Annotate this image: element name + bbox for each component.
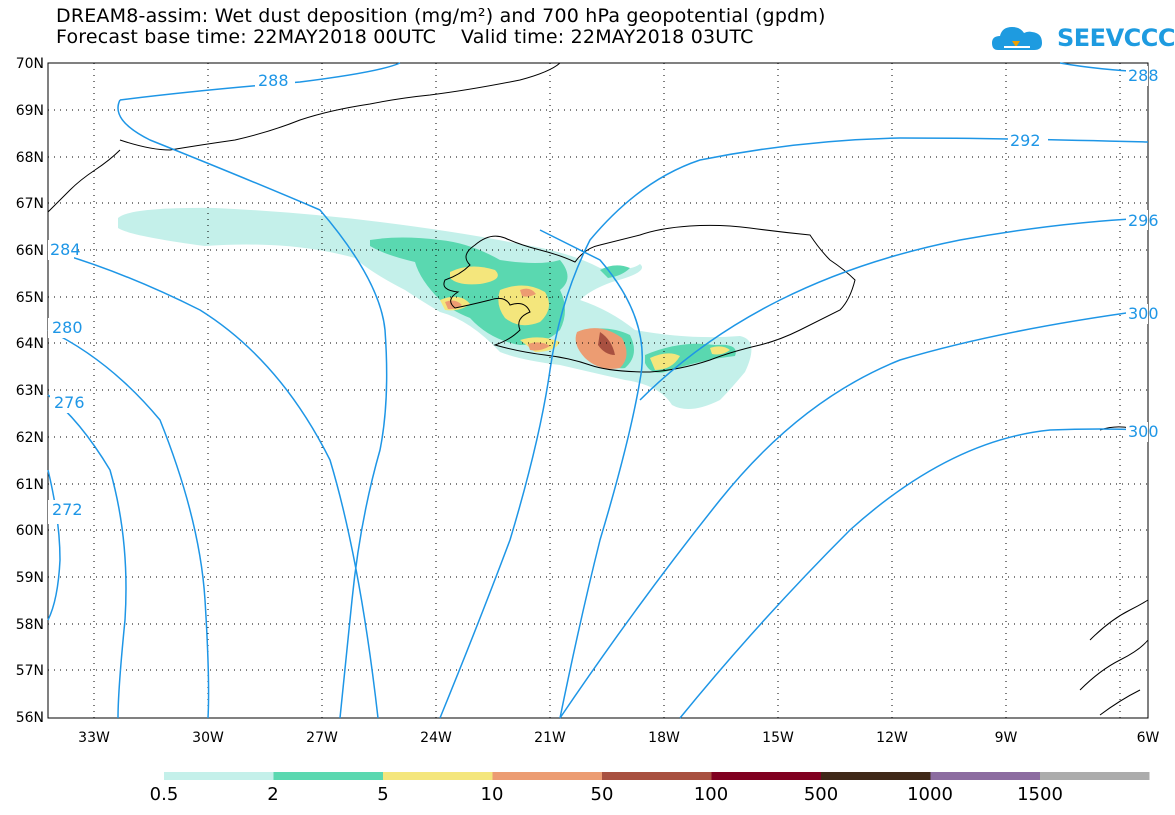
lon-label: 18W (648, 730, 680, 746)
contour-label: 272 (52, 500, 83, 519)
colorbar-label: 500 (803, 784, 839, 805)
lon-labels: 33W 30W 27W 24W 21W 18W 15W 12W 9W 6W (78, 730, 1159, 746)
lat-label: 68N (16, 150, 44, 166)
colorbar-swatch (164, 772, 274, 780)
lat-label: 60N (16, 523, 44, 539)
colorbar-swatch (492, 772, 602, 780)
colorbar-swatch (273, 772, 383, 780)
contour-label: 288 (1128, 66, 1159, 85)
lat-label: 59N (16, 570, 44, 586)
lon-label: 12W (876, 730, 908, 746)
colorbar-label: 50 (590, 784, 614, 805)
lat-label: 61N (16, 477, 44, 493)
lon-label: 27W (306, 730, 338, 746)
cloud-icon (992, 27, 1042, 50)
lat-label: 63N (16, 383, 44, 399)
lat-labels: 70N 69N 68N 67N 66N 65N 64N 63N 62N 61N … (16, 56, 44, 726)
lat-label: 57N (16, 663, 44, 679)
contour-label: 296 (1128, 211, 1159, 230)
colorbar-label: 100 (693, 784, 729, 805)
contour-label: 292 (1010, 131, 1041, 150)
contour-label: 300 (1128, 304, 1159, 323)
lon-label: 9W (995, 730, 1018, 746)
colorbar (164, 772, 1150, 780)
colorbar-label: 2 (267, 784, 279, 805)
colorbar-swatch (602, 772, 712, 780)
lon-label: 6W (1137, 730, 1160, 746)
lat-label: 66N (16, 243, 44, 259)
lat-label: 67N (16, 196, 44, 212)
contour-label: 276 (54, 393, 85, 412)
colorbar-label: 10 (480, 784, 504, 805)
chart-title-line2: Forecast base time: 22MAY2018 00UTC Vali… (56, 26, 754, 48)
colorbar-swatch (1040, 772, 1150, 780)
contour-label: 288 (258, 71, 289, 90)
contour-labels: 288 292 284 280 276 272 288 296 300 300 (48, 66, 1159, 524)
colorbar-swatch (383, 772, 493, 780)
lat-label: 58N (16, 617, 44, 633)
colorbar-swatch (711, 772, 821, 780)
geopotential-contours (47, 62, 1149, 719)
lat-label: 62N (16, 430, 44, 446)
colorbar-label: 1500 (1017, 784, 1063, 805)
lat-label: 69N (16, 103, 44, 119)
lon-label: 30W (192, 730, 224, 746)
lat-label: 70N (16, 56, 44, 72)
map-frame (47, 62, 1149, 719)
contour-label: 280 (52, 318, 83, 337)
logo-text: SEEVCCC (1057, 24, 1175, 52)
colorbar-label: 1000 (907, 784, 953, 805)
colorbar-label: 5 (377, 784, 389, 805)
chart-title-line1: DREAM8-assim: Wet dust deposition (mg/m²… (56, 5, 826, 27)
lon-label: 33W (78, 730, 110, 746)
lon-label: 21W (534, 730, 566, 746)
lon-label: 24W (420, 730, 452, 746)
colorbar-label: 0.5 (149, 784, 179, 805)
contour-label: 284 (50, 240, 81, 259)
contour-label: 300 (1128, 422, 1159, 441)
colorbar-swatch (930, 772, 1040, 780)
dust-deposition-shading (118, 207, 752, 409)
lat-label: 56N (16, 710, 44, 726)
colorbar-swatch (821, 772, 931, 780)
coastlines (47, 62, 1149, 716)
lat-label: 64N (16, 336, 44, 352)
lat-label: 65N (16, 290, 44, 306)
lon-label: 15W (762, 730, 794, 746)
